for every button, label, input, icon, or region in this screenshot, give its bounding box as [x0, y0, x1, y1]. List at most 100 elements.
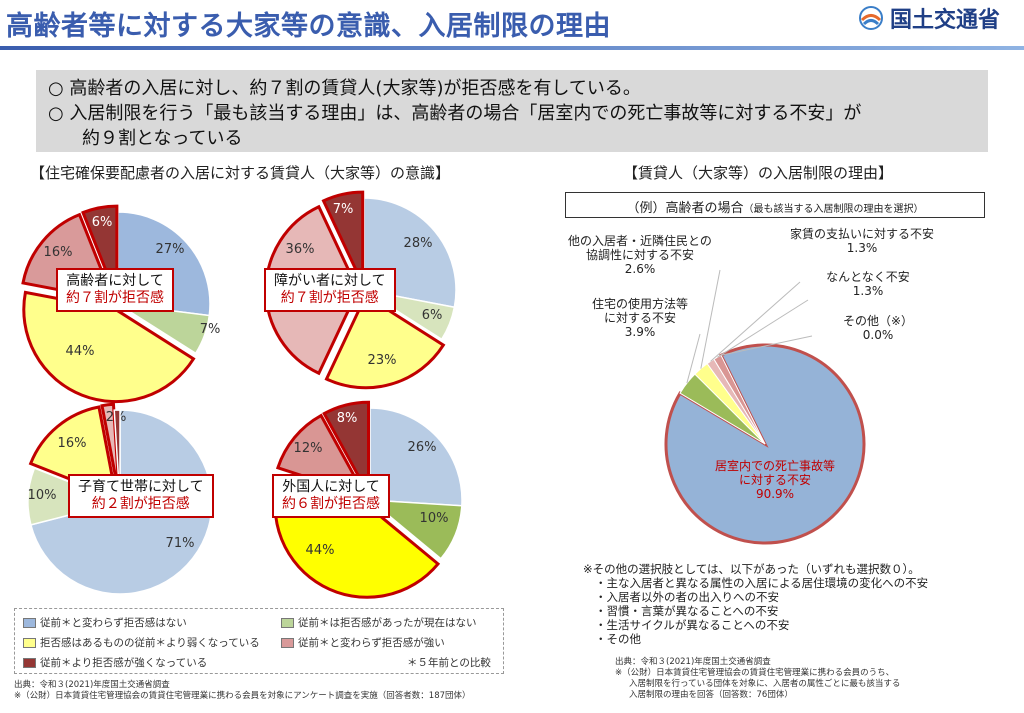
left-source-line1: 出典：令和３(2021)年度国土交通省調査	[14, 680, 170, 690]
legend-item: 従前＊と変わらず拒否感が強い	[281, 635, 445, 650]
reason-label: 居室内での死亡事故等	[715, 458, 835, 473]
leader-line	[686, 333, 701, 384]
reason-label: その他（※）	[843, 314, 913, 328]
pie-slice	[321, 190, 365, 285]
right-source-line1: 出典：令和３(2021)年度国土交通省調査	[615, 657, 771, 667]
note-line: ・その他	[595, 632, 641, 646]
slice-label: 10%	[420, 511, 449, 526]
leader-line	[720, 335, 813, 356]
legend-item: 従前＊より拒否感が強くなっている	[23, 655, 207, 670]
legend-note: ＊５年前との比較	[407, 657, 491, 669]
reason-label: 住宅の使用方法等	[592, 296, 688, 311]
ministry-name: 国土交通省	[890, 8, 1001, 33]
reason-label: に対する不安	[739, 472, 811, 487]
legend-swatch	[281, 617, 294, 628]
callout-foreigner-line1: 外国人に対して	[282, 479, 380, 495]
leader-line	[717, 299, 809, 358]
slice-label: 27%	[156, 242, 185, 257]
summary-line-1: ○ 高齢者の入居に対し、約７割の賃貸人(大家等)が拒否感を有している。	[48, 78, 641, 99]
callout-foreigner: 外国人に対して 約６割が拒否感	[272, 474, 390, 518]
summary-box: ○ 高齢者の入居に対し、約７割の賃貸人(大家等)が拒否感を有している。 ○ 入居…	[36, 70, 988, 152]
page-title: 高齢者等に対する大家等の意識、入居制限の理由	[6, 11, 611, 42]
right-source-line3: 入居制限を行っている団体を対象に、入居者の属性ごとに最も該当する	[629, 679, 901, 689]
slice-label: 44%	[306, 543, 335, 558]
slice-label: 6%	[92, 215, 113, 230]
right-source: 出典：令和３(2021)年度国土交通省調査 ※（公財）日本賃貸住宅管理協会の賃貸…	[615, 657, 900, 701]
slice-label: 7%	[333, 202, 354, 217]
callout-childrearing-line2: 約２割が拒否感	[91, 496, 190, 512]
reason-label: 2.6%	[625, 262, 656, 276]
legend-swatch	[23, 657, 36, 668]
reason-label: 他の入居者・近隣住民との	[568, 233, 712, 248]
reason-label: 0.0%	[863, 328, 894, 342]
pie-slice	[322, 400, 371, 495]
other-options-notes: ※その他の選択肢としては、以下があった（いずれも選択数０）。 ・主な入居者と異な…	[583, 562, 928, 646]
title-underline	[0, 46, 1024, 50]
callout-elderly-line1: 高齢者に対して	[66, 273, 164, 289]
pie-slice	[100, 402, 121, 497]
right-section-heading: 【賃貸人（大家等）の入居制限の理由】	[623, 164, 894, 182]
summary-line-3: 約９割となっている	[82, 128, 243, 149]
note-line: ※その他の選択肢としては、以下があった（いずれも選択数０）。	[583, 562, 920, 576]
legend-label: 従前＊より拒否感が強くなっている	[40, 657, 208, 669]
reason-label: に対する不安	[604, 310, 676, 325]
leader-line	[710, 281, 801, 362]
note-line: ・生活サイクルが異なることへの不安	[595, 618, 790, 632]
slice-label: 10%	[28, 488, 57, 503]
legend-item: 拒否感はあるものの従前＊より弱くなっている	[23, 635, 260, 650]
slice-label: 23%	[368, 353, 397, 368]
note-line: ・入居者以外の者の出入りへの不安	[595, 590, 779, 604]
slice-label: 26%	[408, 440, 437, 455]
right-source-line2: ※（公財）日本賃貸住宅管理協会の賃貸住宅管理業に携わる会員のうち、	[615, 668, 895, 678]
legend-label: 従前＊と変わらず拒否感が強い	[298, 637, 445, 649]
reason-label: 家賃の支払いに対する不安	[790, 226, 934, 241]
callout-elderly: 高齢者に対して 約７割が拒否感	[56, 268, 174, 312]
slice-label: 7%	[200, 322, 221, 337]
callout-childrearing: 子育て世帯に対して 約２割が拒否感	[68, 474, 214, 518]
reason-label: 90.9%	[756, 487, 794, 501]
slice-label: 44%	[66, 344, 95, 359]
reason-label: 1.3%	[847, 241, 878, 255]
pie-slice	[324, 293, 446, 390]
legend: 従前＊と変わらず拒否感はない 従前＊は拒否感があったが現在はない 拒否感はあるも…	[14, 608, 504, 674]
callout-disabled-line1: 障がい者に対して	[274, 273, 386, 289]
summary-line-2: ○ 入居制限を行う「最も該当する理由」は、高齢者の場合「居室内での死亡事故等に対…	[48, 103, 862, 124]
legend-swatch	[23, 637, 36, 648]
reason-label: 1.3%	[853, 284, 884, 298]
slice-label: 28%	[404, 236, 433, 251]
slice-label: 12%	[294, 441, 323, 456]
pie-slice	[369, 407, 463, 507]
legend-item: 従前＊と変わらず拒否感はない	[23, 615, 187, 630]
legend-swatch	[23, 617, 36, 628]
callout-disabled-line2: 約７割が拒否感	[280, 290, 379, 306]
pie-slice	[22, 290, 196, 404]
note-line: ・習慣・言葉が異なることへの不安	[595, 604, 779, 618]
leader-line	[700, 269, 721, 369]
pie-slice	[367, 499, 463, 560]
reason-label: なんとなく不安	[826, 269, 910, 284]
left-source: 出典：令和３(2021)年度国土交通省調査 ※（公財）日本賃貸住宅管理協会の賃貸…	[14, 680, 471, 702]
legend-swatch	[281, 637, 294, 648]
left-source-line2: ※（公財）日本賃貸住宅管理協会の賃貸住宅管理業に携わる会員を対象にアンケート調査…	[14, 691, 471, 701]
reason-label: 協調性に対する不安	[586, 247, 694, 262]
callout-elderly-line2: 約７割が拒否感	[66, 290, 164, 306]
legend-label: 従前＊と変わらず拒否感はない	[40, 617, 187, 629]
legend-label: 拒否感はあるものの従前＊より弱くなっている	[40, 637, 260, 649]
note-line: ・主な入居者と異なる属性の入居による居住環境の変化への不安	[595, 576, 929, 590]
slice-label: 16%	[58, 436, 87, 451]
slice-label: 8%	[337, 411, 358, 426]
callout-foreigner-line2: 約６割が拒否感	[282, 496, 380, 512]
ministry-logo: 国土交通省	[858, 2, 1000, 34]
reason-label: 3.9%	[625, 325, 656, 339]
callout-disabled: 障がい者に対して 約７割が拒否感	[264, 268, 396, 312]
left-section-heading: 【住宅確保要配慮者の入居に対する賃貸人（大家等）の意識】	[30, 164, 451, 182]
example-label: （例）高齢者の場合	[626, 201, 744, 216]
example-label-box: （例）高齢者の場合（最も該当する入居制限の理由を選択）	[565, 192, 985, 218]
slice-label: 16%	[44, 245, 73, 260]
legend-item: 従前＊は拒否感があったが現在はない	[281, 615, 477, 630]
legend-label: 従前＊は拒否感があったが現在はない	[298, 617, 477, 629]
right-source-line4: 入居制限の理由を回答（回答数：76団体）	[629, 690, 793, 700]
slice-label: 71%	[166, 536, 195, 551]
slice-label: 6%	[422, 308, 443, 323]
slice-label: 36%	[286, 242, 315, 257]
